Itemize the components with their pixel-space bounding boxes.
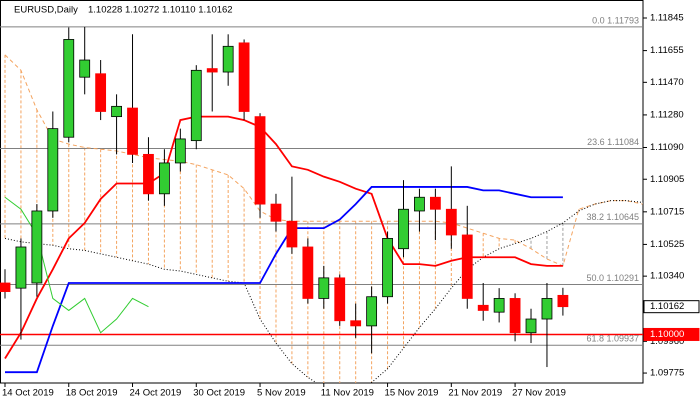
x-tick-label: 18 Oct 2019 — [66, 388, 118, 399]
fib-label: 50.0 1.10291 — [586, 273, 639, 283]
y-tick-label: 1.11845 — [650, 13, 684, 24]
candle-body — [143, 153, 154, 195]
candle-body — [398, 208, 409, 250]
hline-box — [643, 327, 700, 341]
x-tick-label: 5 Nov 2019 — [257, 388, 306, 399]
fib-label: 61.8 1.09937 — [586, 334, 639, 344]
x-tick-label: 15 Nov 2019 — [385, 388, 439, 399]
indicator-line — [4, 54, 643, 267]
candle-body — [493, 298, 505, 313]
ohlc-header: 1.10228 1.10272 1.10110 1.10162 — [88, 5, 233, 16]
candle-body — [158, 162, 170, 195]
y-tick-label: 1.09775 — [650, 368, 684, 379]
candle-body — [461, 234, 473, 299]
candle-body — [127, 107, 138, 155]
candle-body — [334, 277, 346, 322]
candle-body — [174, 138, 186, 164]
candle-body — [350, 320, 362, 327]
fib-label: 38.2 1.10645 — [586, 212, 639, 222]
candle-body — [111, 105, 122, 118]
fib-label: 0.0 1.11793 — [592, 15, 639, 25]
candle-body — [477, 304, 489, 311]
hline-label: 1.10000 — [650, 329, 684, 340]
x-tick-label: 27 Nov 2019 — [512, 388, 566, 399]
candle-body — [525, 318, 537, 334]
indicator-line — [5, 186, 563, 374]
y-tick-label: 1.09960 — [650, 336, 684, 347]
y-tick-label: 1.11470 — [650, 77, 684, 88]
candle-body — [47, 128, 59, 212]
candle-body — [206, 68, 218, 73]
candle-body — [222, 45, 234, 73]
candle-body — [79, 59, 91, 78]
y-tick-label: 1.11655 — [650, 45, 684, 56]
candle-body — [509, 298, 521, 334]
candle-body — [15, 246, 27, 289]
y-tick-label: 1.10715 — [650, 206, 684, 217]
candle-body — [31, 210, 43, 284]
candle-body — [286, 220, 298, 248]
candle-body — [414, 196, 425, 212]
candle-body — [95, 73, 107, 112]
bid-label: 1.10162 — [650, 301, 684, 312]
candle-body — [318, 277, 330, 299]
indicator-line — [4, 196, 149, 334]
candle-body — [302, 246, 314, 299]
y-tick-label: 1.10340 — [650, 271, 684, 282]
candle-body — [366, 296, 378, 327]
plot-area — [0, 26, 643, 383]
candle-body — [445, 208, 457, 236]
candle-body — [382, 238, 393, 298]
x-tick-label: 14 Oct 2019 — [2, 388, 54, 399]
candle-body — [254, 116, 266, 205]
candle-body — [190, 69, 202, 142]
candle-body — [63, 39, 75, 138]
candle-body — [429, 196, 441, 210]
fib-label: 23.6 1.11084 — [587, 137, 639, 147]
candle-body — [557, 294, 569, 308]
symbol: EURUSD,Daily — [14, 5, 78, 16]
candle-body — [238, 42, 250, 112]
x-tick-label: 21 Nov 2019 — [448, 388, 502, 399]
x-tick-label: 11 Nov 2019 — [321, 388, 374, 399]
bid-box — [643, 300, 700, 314]
y-tick-label: 1.10525 — [650, 239, 684, 250]
candle-body — [0, 282, 11, 292]
x-tick-label: 30 Oct 2019 — [193, 388, 245, 399]
x-tick-label: 24 Oct 2019 — [130, 388, 182, 399]
y-tick-label: 1.10905 — [650, 174, 684, 185]
y-tick-label: 1.11280 — [650, 109, 684, 120]
y-tick-label: 1.11090 — [650, 142, 684, 153]
candle-body — [270, 203, 282, 222]
candle-body — [541, 298, 553, 320]
